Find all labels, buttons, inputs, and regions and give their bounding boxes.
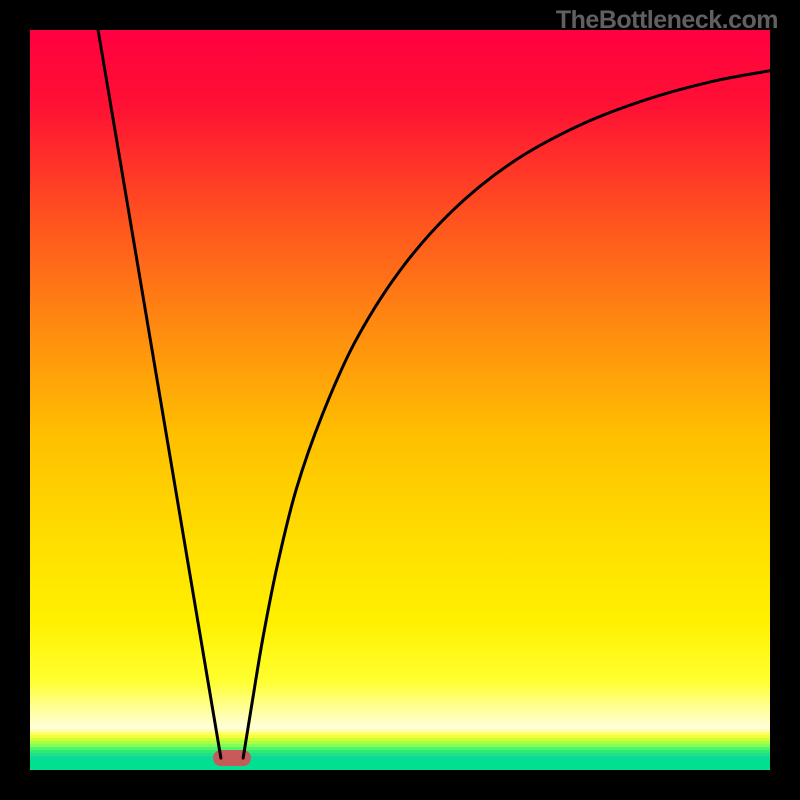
chart-container: TheBottleneck.com: [0, 0, 800, 800]
bottleneck-marker: [213, 750, 251, 766]
plot-area: [30, 30, 770, 770]
watermark-text: TheBottleneck.com: [556, 6, 778, 35]
bottom-green-strip: [30, 759, 770, 770]
rainbow-strip: [30, 729, 770, 759]
